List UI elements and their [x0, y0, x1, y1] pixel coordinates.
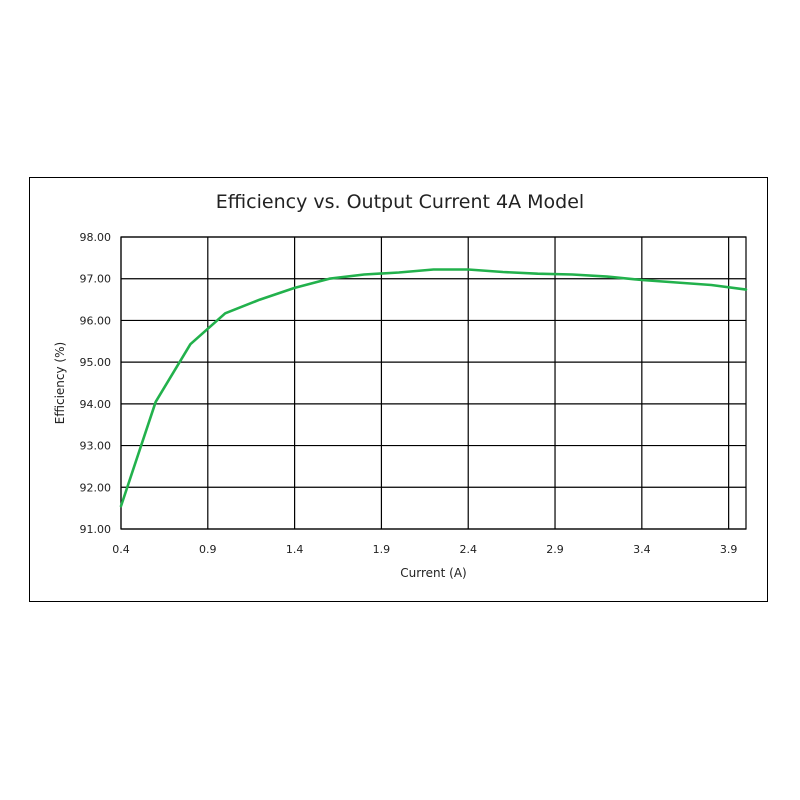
x-tick-label: 3.4	[633, 543, 651, 556]
x-tick-label: 1.9	[373, 543, 391, 556]
y-tick-label: 98.00	[80, 231, 112, 244]
y-axis-label: Efficiency (%)	[53, 342, 67, 424]
y-tick-labels: 98.00 97.00 96.00 95.00 94.00 93.00 92.00 91.00	[80, 231, 112, 536]
y-tick-label: 94.00	[80, 398, 112, 411]
x-tick-label: 2.4	[459, 543, 477, 556]
x-tick-label: 1.4	[286, 543, 304, 556]
efficiency-series-line	[119, 268, 748, 508]
x-tick-label: 3.9	[720, 543, 738, 556]
y-tick-label: 93.00	[80, 440, 112, 453]
x-tick-label: 2.9	[546, 543, 564, 556]
y-tick-label: 95.00	[80, 356, 112, 369]
series-layer	[119, 268, 748, 508]
chart-frame	[29, 177, 768, 602]
y-tick-label: 91.00	[80, 523, 112, 536]
y-tick-label: 97.00	[80, 273, 112, 286]
chart-title: Efficiency vs. Output Current 4A Model	[215, 191, 585, 213]
x-tick-label: 0.4	[112, 543, 130, 556]
x-tick-labels: 0.4 0.9 1.4 1.9 2.4 2.9 3.4 3.9	[112, 543, 737, 556]
plot-border	[120, 236, 747, 530]
y-tick-label: 96.00	[80, 314, 112, 327]
x-tick-label: 0.9	[199, 543, 217, 556]
x-axis-label: Current (A)	[400, 566, 466, 580]
y-tick-label: 92.00	[80, 481, 112, 494]
